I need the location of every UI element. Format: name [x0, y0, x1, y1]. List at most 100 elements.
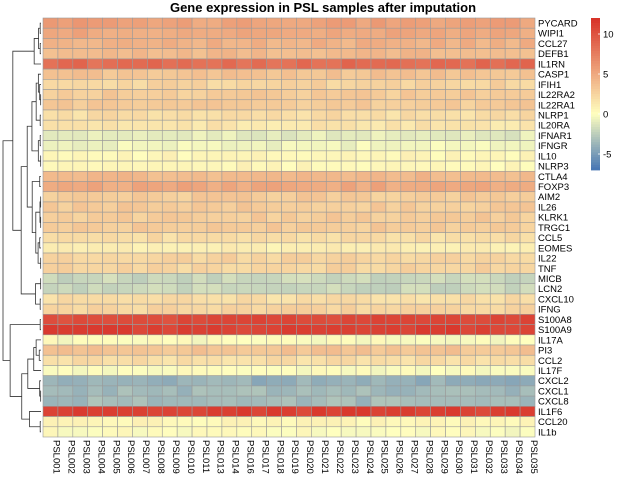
heatmap-cell	[57, 314, 74, 325]
gene-label: PYCARD	[538, 19, 578, 30]
heatmap-cell	[206, 68, 223, 80]
heatmap-cell	[296, 344, 312, 356]
heatmap-cell	[221, 109, 238, 121]
heatmap-cell	[460, 191, 476, 203]
gene-label: CASP1	[538, 70, 569, 81]
heatmap-cell	[415, 48, 431, 60]
heatmap-cell	[251, 38, 267, 49]
heatmap-cell	[251, 89, 267, 101]
heatmap-cell	[42, 99, 59, 111]
heatmap-cell	[475, 395, 491, 407]
heatmap-cell	[400, 89, 417, 101]
heatmap-cell	[325, 273, 342, 285]
heatmap-cell	[57, 119, 74, 131]
legend-swatch	[591, 94, 600, 97]
heatmap-cell	[519, 385, 536, 397]
heatmap-cell	[102, 293, 118, 305]
heatmap-cell	[385, 150, 402, 162]
legend-swatch	[591, 114, 600, 118]
heatmap-cell	[236, 262, 253, 274]
heatmap-cell	[296, 222, 312, 233]
heatmap-cell	[504, 89, 521, 101]
heatmap-cell	[296, 293, 312, 305]
heatmap-cell	[355, 68, 372, 80]
heatmap-cell	[102, 79, 118, 90]
heatmap-cell	[445, 27, 461, 39]
heatmap-cell	[445, 262, 461, 274]
heatmap-cell	[340, 406, 357, 417]
heatmap-cell	[132, 130, 148, 141]
heatmap-cell	[430, 426, 446, 438]
heatmap-cell	[475, 324, 491, 336]
heatmap-cell	[296, 140, 312, 152]
heatmap-cell	[489, 303, 506, 315]
heatmap-cell	[311, 334, 327, 346]
heatmap-cell	[281, 27, 297, 39]
heatmap-cell	[266, 314, 282, 325]
heatmap-cell	[57, 375, 74, 387]
heatmap-cell	[355, 365, 372, 376]
heatmap-cell	[147, 262, 163, 274]
legend-swatch	[591, 116, 600, 120]
heatmap-cell	[311, 181, 327, 193]
sample-label: PSL029	[438, 440, 449, 474]
heatmap-cell	[251, 109, 267, 121]
heatmap-cell	[236, 416, 253, 428]
dendrogram-branch	[31, 101, 39, 152]
heatmap-cell	[445, 89, 461, 101]
heatmap-cell	[221, 160, 238, 172]
heatmap-cell	[87, 201, 103, 213]
heatmap-cell	[236, 58, 253, 70]
heatmap-cell	[489, 354, 506, 366]
legend-swatch	[591, 126, 600, 130]
heatmap-cell	[266, 334, 282, 346]
heatmap-cell	[325, 406, 342, 417]
heatmap-cell	[355, 375, 372, 387]
heatmap-cell	[281, 119, 297, 131]
heatmap-cell	[400, 160, 417, 172]
heatmap-cell	[191, 416, 208, 428]
heatmap-cell	[504, 181, 521, 193]
heatmap-cell	[296, 170, 312, 182]
heatmap-cell	[325, 283, 342, 295]
heatmap-cell	[251, 170, 267, 182]
heatmap-cell	[206, 273, 223, 285]
heatmap-cell	[251, 99, 267, 111]
heatmap-cell	[206, 406, 223, 417]
heatmap-cell	[370, 385, 387, 397]
sample-label: PSL009	[170, 440, 181, 474]
legend-swatch	[591, 152, 600, 156]
heatmap-cell	[117, 140, 133, 152]
heatmap-cell	[415, 334, 431, 346]
heatmap-cell	[117, 273, 133, 285]
heatmap-cell	[385, 303, 402, 315]
heatmap-cell	[296, 89, 312, 101]
dendrogram-branch	[20, 166, 36, 295]
heatmap-cell	[400, 334, 417, 346]
heatmap-cell	[475, 283, 491, 295]
heatmap-cell	[400, 150, 417, 162]
heatmap-cell	[176, 262, 193, 274]
heatmap-cell	[400, 426, 417, 438]
heatmap-cell	[176, 38, 193, 49]
heatmap-cell	[504, 27, 521, 39]
heatmap-cell	[221, 406, 238, 417]
legend-swatch	[591, 48, 600, 52]
heatmap-cell	[117, 211, 133, 223]
heatmap-cell	[519, 89, 536, 101]
heatmap-cell	[460, 344, 476, 356]
heatmap-cell	[296, 79, 312, 90]
heatmap-cell	[430, 334, 446, 346]
heatmap-cell	[385, 262, 402, 274]
heatmap-cell	[370, 283, 387, 295]
heatmap-cell	[296, 252, 312, 264]
heatmap-cell	[355, 119, 372, 131]
heatmap-cell	[370, 252, 387, 264]
heatmap-cell	[72, 273, 89, 285]
legend-swatch	[591, 63, 600, 67]
sample-label: PSL026	[394, 440, 405, 474]
heatmap-cell	[340, 354, 357, 366]
heatmap-cell	[400, 273, 417, 285]
heatmap-cell	[340, 314, 357, 325]
heatmap-cell	[475, 314, 491, 325]
